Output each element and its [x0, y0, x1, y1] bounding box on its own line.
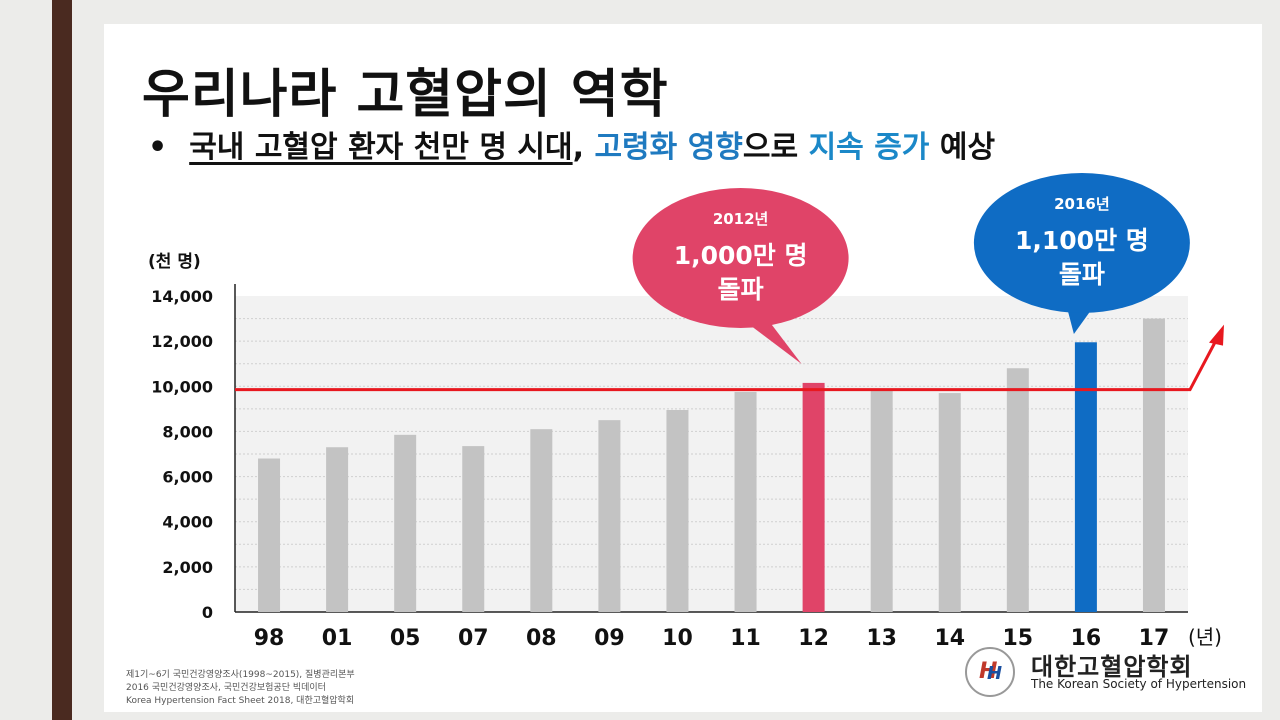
bar-10	[666, 409, 689, 612]
callout-bubble-16	[973, 173, 1190, 313]
reference-arrow-head	[1209, 324, 1224, 346]
x-tick-label: 11	[730, 626, 761, 651]
bar-14	[938, 393, 961, 612]
side-accent-bar	[52, 0, 72, 720]
source-line-3: Korea Hypertension Fact Sheet 2018, 대한고혈…	[126, 696, 355, 706]
x-tick-label: 13	[866, 626, 897, 651]
bar-12	[802, 382, 825, 612]
callout-line2-12: 돌파	[718, 275, 764, 304]
x-tick-label: 15	[1003, 626, 1034, 651]
callout-year-16: 2016년	[1054, 195, 1110, 213]
source-line-2: 2016 국민건강영양조사, 국민건강보험공단 빅데이터	[126, 683, 326, 693]
x-tick-label: 05	[390, 626, 421, 651]
source-notes: 제1기~6기 국민건강영양조사(1998~2015), 질병관리본부 2016 …	[126, 669, 355, 708]
y-tick-label: 0	[202, 603, 213, 622]
bar-15	[1006, 368, 1029, 612]
x-tick-label: 01	[322, 626, 353, 651]
bar-11	[734, 391, 757, 612]
y-tick-label: 14,000	[151, 287, 213, 306]
source-line-1: 제1기~6기 국민건강영양조사(1998~2015), 질병관리본부	[126, 670, 355, 680]
callout-line1-16: 1,100만 명	[1015, 226, 1149, 255]
x-tick-label: 98	[254, 626, 285, 651]
callout-bubble-12	[632, 188, 849, 328]
slide-subtitle: • 국내 고혈압 환자 천만 명 시대, 고령화 영향으로 지속 증가 예상	[148, 122, 995, 166]
subtitle-part-4: 으로	[742, 130, 809, 165]
callout-line1-12: 1,000만 명	[674, 241, 808, 270]
y-tick-label: 2,000	[162, 558, 213, 577]
logo-name-en: The Korean Society of Hypertension	[1031, 677, 1247, 691]
x-tick-label: 07	[458, 626, 489, 651]
subtitle-part-5: 지속 증가	[808, 130, 930, 165]
slide-title: 우리나라 고혈압의 역학	[142, 65, 669, 125]
bar-05	[394, 434, 417, 612]
y-tick-label: 8,000	[162, 422, 213, 441]
y-tick-label: 4,000	[162, 513, 213, 532]
x-tick-label: 17	[1139, 626, 1170, 651]
x-tick-label: 10	[662, 626, 693, 651]
bullet: •	[148, 130, 168, 165]
bar-01	[326, 447, 349, 612]
bar-17	[1142, 318, 1165, 612]
subtitle-part-2: ,	[572, 130, 595, 165]
callout-line2-16: 돌파	[1059, 260, 1105, 289]
bar-08	[530, 429, 553, 612]
x-tick-label: 12	[798, 626, 829, 651]
x-tick-label: 14	[934, 626, 965, 651]
bar-09	[598, 420, 621, 612]
subtitle-part-1: 국내 고혈압 환자 천만 명 시대	[189, 130, 573, 165]
x-tick-label: 16	[1071, 626, 1102, 651]
subtitle-part-3: 고령화 영향	[594, 130, 743, 165]
y-tick-label: 12,000	[151, 332, 213, 351]
bar-16	[1074, 342, 1097, 612]
logo-name-kr: 대한고혈압학회	[1031, 653, 1193, 681]
y-axis-unit-label: (천 명)	[148, 252, 201, 272]
callout-year-12: 2012년	[713, 210, 769, 228]
reference-line	[235, 335, 1220, 392]
bar-13	[870, 389, 893, 612]
x-tick-label: 09	[594, 626, 625, 651]
subtitle-part-6: 예상	[929, 130, 996, 165]
bar-98	[258, 458, 281, 612]
x-axis-unit-label: (년)	[1188, 625, 1222, 649]
x-tick-label: 08	[526, 626, 557, 651]
y-tick-label: 10,000	[151, 377, 213, 396]
bar-07	[462, 446, 485, 612]
y-tick-label: 6,000	[162, 468, 213, 487]
